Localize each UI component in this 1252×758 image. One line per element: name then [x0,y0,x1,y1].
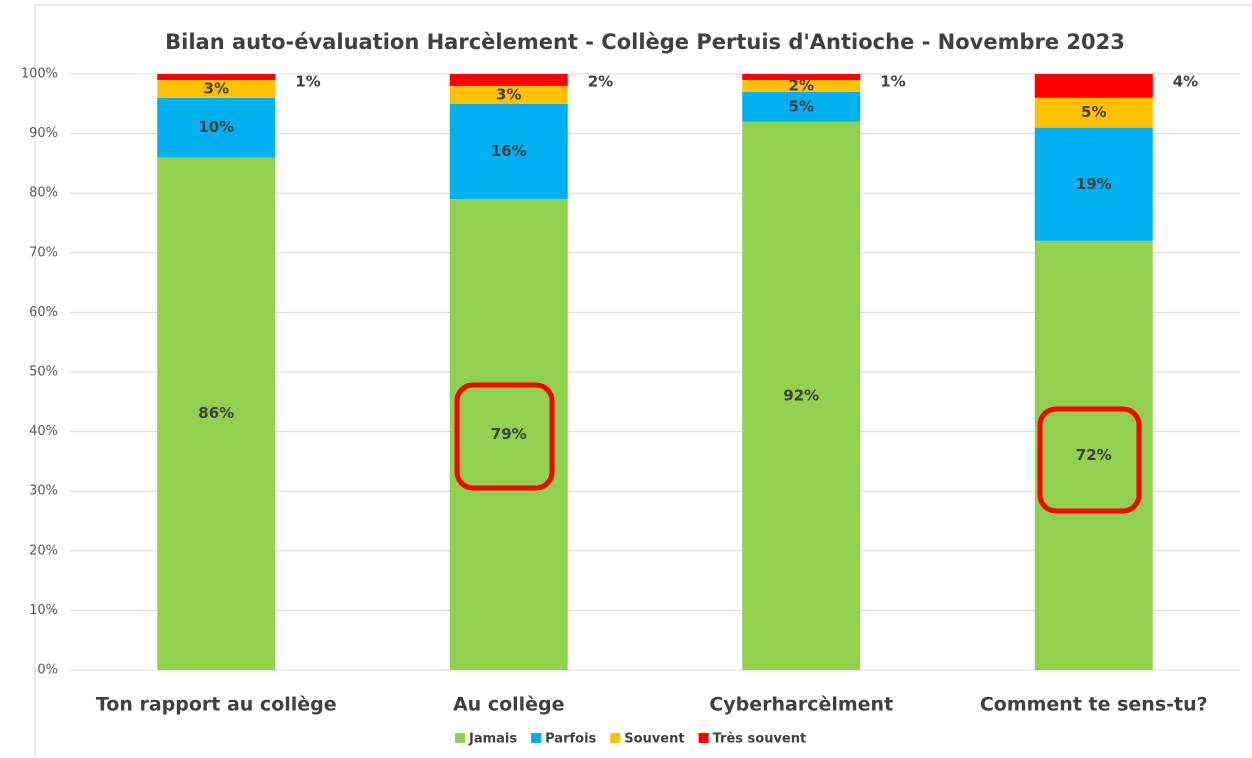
y-tick-label: 20% [29,543,58,558]
data-label: 3% [204,79,229,97]
y-tick-label: 10% [29,603,58,618]
y-tick-label: 60% [29,305,58,320]
bar-segment [449,74,568,86]
bar-segment [1034,74,1153,98]
data-label: 2% [789,76,814,94]
bar-segment [449,103,568,200]
legend: Jamais Parfois Souvent Très souvent [455,732,806,747]
chart-title: Bilan auto-évaluation Harcèlement - Coll… [165,30,1125,54]
bar-segment [157,157,276,670]
bar-segment [1034,240,1153,670]
bar-segment [449,199,568,670]
data-label: 1% [880,73,905,91]
legend-label: Très souvent [713,732,807,747]
data-label: 3% [496,85,521,103]
bar-segment [449,85,568,104]
legend-label: Parfois [545,732,596,747]
data-label: 5% [1081,103,1106,121]
x-tick-label: Au collège [453,694,565,716]
bar-segment [742,79,861,92]
y-tick-label: 100% [21,67,58,82]
data-label: 1% [295,73,320,91]
y-tick-label: 90% [29,126,58,141]
highlight-box [1037,406,1142,514]
bar-segment [742,91,861,122]
x-tick-label: Cyberharcèlment [709,694,893,716]
data-label: 72% [1076,446,1112,464]
bar-segment [157,97,276,158]
bar-segment [157,79,276,98]
legend-swatch [531,733,542,743]
x-tick-label: Ton rapport au collège [96,694,337,716]
legend-swatch [455,733,465,743]
data-label: 2% [588,73,613,91]
data-label: 92% [783,386,819,404]
data-label: 10% [198,118,234,136]
data-label: 4% [1173,73,1198,91]
highlight-box [454,382,555,491]
x-tick-label: Comment te sens-tu? [980,694,1208,716]
y-tick-label: 40% [29,424,58,439]
legend-swatch [610,733,621,743]
bar-segment [157,74,276,80]
y-tick-label: 50% [29,365,58,380]
data-label: 86% [198,404,234,422]
bar-segment [1034,97,1153,128]
bar-segment [742,74,861,80]
data-label: 5% [789,97,814,115]
data-label: 16% [491,142,527,160]
y-tick-label: 80% [29,186,58,201]
legend-label: Souvent [624,732,684,747]
bar-segment [742,121,861,671]
plot: 0% 10% 20% 30% 40% 50% 60% 70% 80% 90% 100% Ton rap… [21,67,1240,747]
data-label: 79% [491,425,527,443]
legend-label: Jamais [468,732,517,747]
y-tick-label: 30% [29,484,58,499]
data-label: 19% [1076,175,1112,193]
y-tick-label: 70% [29,245,58,260]
legend-swatch [698,733,709,743]
y-tick-label: 0% [37,663,58,678]
bar-segment [1034,127,1153,241]
